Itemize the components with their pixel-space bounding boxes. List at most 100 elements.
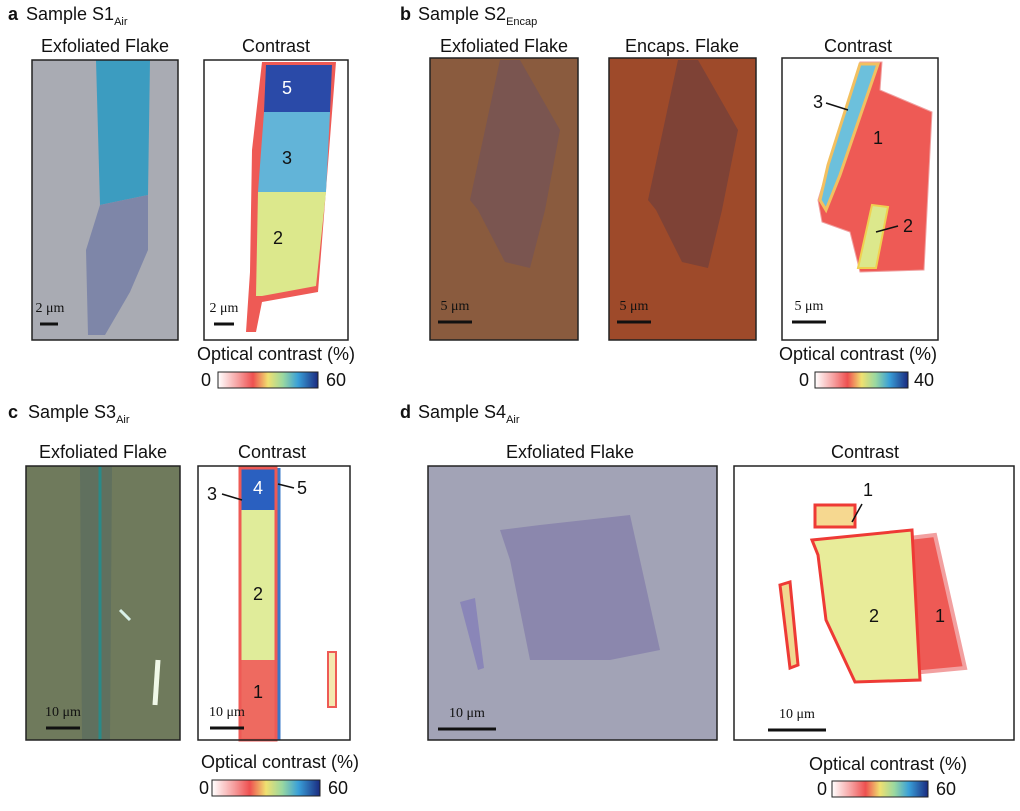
- scale-bar-label: 5 μm: [441, 299, 470, 314]
- image-frame: [781, 57, 939, 341]
- scale-bar-label: 5 μm: [620, 299, 649, 314]
- colorbar-min: 0: [201, 370, 211, 390]
- image-title: Contrast: [238, 442, 306, 462]
- colorbar-min: 0: [817, 779, 827, 799]
- scale-bar-label: 2 μm: [36, 301, 65, 316]
- image-region: [96, 60, 150, 205]
- region-label: 5: [282, 78, 292, 98]
- image-region: [813, 503, 857, 529]
- region-label: 1: [873, 128, 883, 148]
- region-label: 2: [903, 216, 913, 236]
- image-region: [152, 659, 161, 706]
- image-region: [327, 651, 337, 708]
- image-frame: [733, 465, 1015, 741]
- image-title: Contrast: [824, 36, 892, 56]
- region-label: 2: [273, 228, 283, 248]
- sample-text: Sample S4: [418, 402, 506, 422]
- image-title: Exfoliated Flake: [440, 36, 568, 56]
- region-label: 2: [253, 584, 263, 604]
- image-region: [778, 580, 800, 671]
- image-title: Encaps. Flake: [625, 36, 739, 56]
- image-region: [460, 598, 484, 670]
- sample-name: Sample S3Air: [28, 402, 130, 426]
- leader-line: [825, 102, 849, 111]
- image-frame: [429, 57, 579, 341]
- image-region: [818, 62, 881, 214]
- scale-bar-label: 2 μm: [210, 301, 239, 316]
- image-title: Exfoliated Flake: [41, 36, 169, 56]
- image-region: [86, 195, 148, 335]
- region-label: 4: [253, 478, 263, 498]
- image-region: [470, 60, 560, 268]
- sample-text: Sample S2: [418, 4, 506, 24]
- image-region: [809, 528, 922, 684]
- colorbar-max: 60: [936, 779, 956, 799]
- image-region: [648, 60, 738, 268]
- colorbar: [211, 779, 321, 797]
- region-label: 3: [813, 92, 823, 112]
- region-label: 3: [207, 484, 217, 504]
- image-frame: [203, 59, 349, 341]
- panel-letter: d: [400, 402, 411, 422]
- colorbar-label: Optical contrast (%): [779, 344, 937, 364]
- region-label: 2: [869, 606, 879, 626]
- leader-line: [277, 483, 295, 489]
- image-region: [856, 203, 890, 269]
- region-label: 1: [253, 682, 263, 702]
- scale-bar-label: 10 μm: [779, 707, 815, 722]
- image-title: Contrast: [242, 36, 310, 56]
- leader-line: [221, 493, 243, 501]
- image-title: Contrast: [831, 442, 899, 462]
- colorbar: [831, 780, 929, 798]
- image-frame: [197, 465, 351, 741]
- sample-text: Air: [116, 414, 130, 426]
- image-title: Exfoliated Flake: [506, 442, 634, 462]
- image-region: [500, 515, 660, 660]
- region-label: 3: [282, 148, 292, 168]
- sample-text: Air: [114, 16, 128, 28]
- sample-text: Encap: [506, 16, 537, 28]
- sample-name: Sample S1Air: [26, 4, 128, 28]
- colorbar-max: 60: [326, 370, 346, 390]
- sample-text: Sample S3: [28, 402, 116, 422]
- image-region: [258, 112, 330, 192]
- region-label: 1: [935, 606, 945, 626]
- image-frame: [427, 465, 718, 741]
- colorbar-min: 0: [199, 778, 209, 798]
- scale-bar-label: 10 μm: [209, 705, 245, 720]
- sample-text: Sample S1: [26, 4, 114, 24]
- scale-bar-label: 5 μm: [795, 299, 824, 314]
- image-frame: [31, 59, 179, 341]
- panel-letter: c: [8, 402, 18, 422]
- image-region: [80, 466, 112, 740]
- colorbar-label: Optical contrast (%): [809, 754, 967, 774]
- image-region: [118, 608, 132, 622]
- image-title: Exfoliated Flake: [39, 442, 167, 462]
- image-region: [240, 660, 276, 740]
- colorbar-label: Optical contrast (%): [197, 344, 355, 364]
- region-label: 1: [863, 480, 873, 500]
- colorbar-max: 60: [328, 778, 348, 798]
- image-region: [240, 510, 276, 660]
- image-frame: [25, 465, 181, 741]
- leader-line: [851, 503, 863, 523]
- panel-letter: b: [400, 4, 411, 24]
- image-region: [256, 192, 326, 296]
- scale-bar-label: 10 μm: [449, 706, 485, 721]
- sample-text: Air: [506, 414, 520, 426]
- image-region: [264, 65, 332, 112]
- colorbar-max: 40: [914, 370, 934, 390]
- image-frame: [608, 57, 757, 341]
- panel-letter: a: [8, 4, 19, 24]
- colorbar-min: 0: [799, 370, 809, 390]
- image-region: [240, 468, 276, 510]
- region-label: 5: [297, 478, 307, 498]
- colorbar: [217, 371, 319, 389]
- scale-bar-label: 10 μm: [45, 705, 81, 720]
- sample-name: Sample S4Air: [418, 402, 520, 426]
- sample-name: Sample S2Encap: [418, 4, 537, 28]
- leader-line: [875, 225, 899, 233]
- colorbar: [814, 371, 909, 389]
- colorbar-label: Optical contrast (%): [201, 752, 359, 772]
